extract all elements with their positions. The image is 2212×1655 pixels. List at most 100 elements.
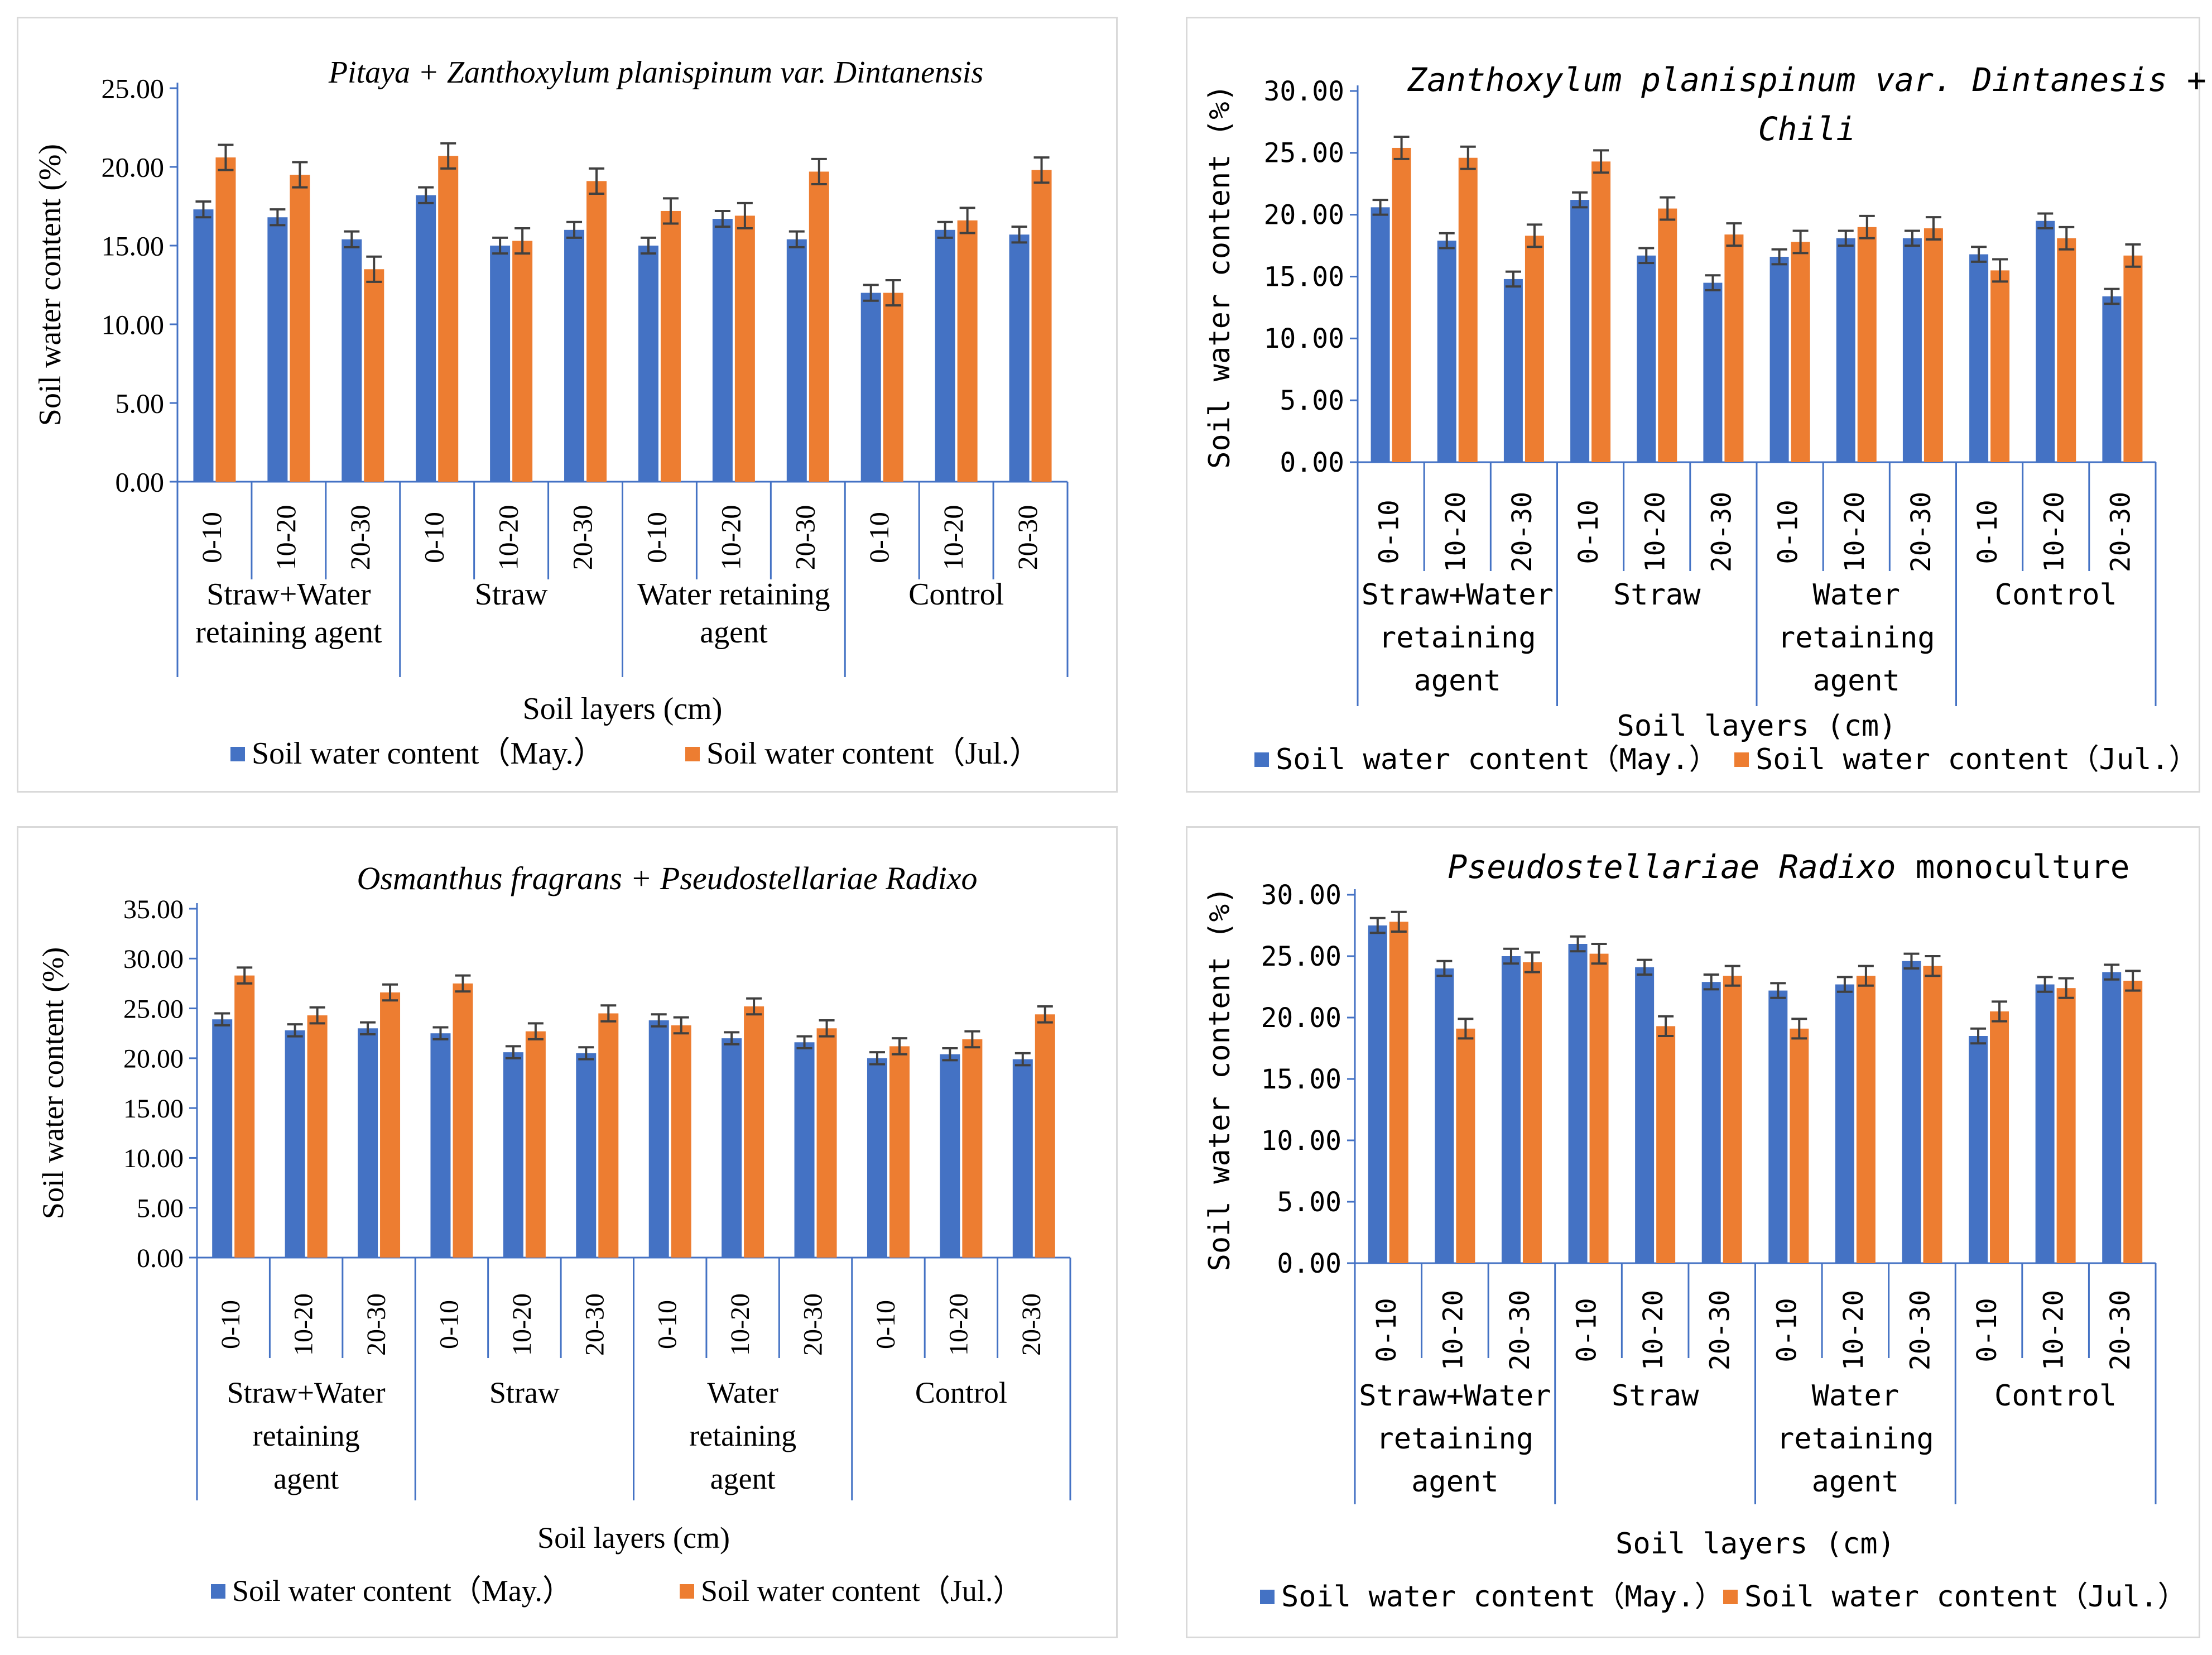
chart-3-bar-jul [598, 1013, 619, 1258]
chart-panel-1: Pitaya + Zanthoxylum planispinum var. Di… [17, 17, 1118, 793]
chart-2-bar-may [1703, 282, 1723, 462]
chart-3-category-label: 20-30 [1017, 1293, 1046, 1356]
chart-2-title-part: Chili [1758, 110, 1856, 148]
chart-3-group-label: Control [915, 1376, 1007, 1409]
chart-2-legend-swatch-jul [1734, 752, 1749, 767]
chart-2-x-label: Soil layers (cm) [1617, 709, 1897, 743]
chart-3-bar-may [430, 1033, 451, 1258]
chart-3-group-label-line: Control [915, 1376, 1007, 1409]
chart-2-bar-jul [1392, 147, 1411, 462]
chart-4-group-label-line: Water [1812, 1379, 1900, 1413]
chart-1-group-label: Control [908, 577, 1004, 612]
chart-1-category-label: 10-20 [715, 505, 746, 570]
chart-3-bar-may [1012, 1059, 1033, 1258]
chart-3-bar-jul [380, 992, 401, 1258]
chart-3-bar-may [794, 1042, 815, 1258]
chart-4-category-label: 10-20 [1838, 1290, 1869, 1371]
chart-2-group-label-line: agent [1812, 664, 1900, 698]
chart-4-group-label-line: Control [1994, 1379, 2117, 1413]
chart-4-category-label: 0-10 [1771, 1298, 1802, 1363]
chart-2-bar-jul [1525, 236, 1544, 462]
chart-1-y-tick-label: 25.00 [102, 73, 165, 104]
chart-2-y-tick-label: 30.00 [1264, 76, 1345, 107]
chart-4-bar-may [2035, 984, 2055, 1263]
chart-2-bar-may [1371, 207, 1390, 462]
chart-2-bar-may [1836, 238, 1855, 462]
chart-4-bar-may [1835, 984, 1854, 1263]
chart-2-y-tick-label: 15.00 [1264, 261, 1345, 292]
chart-panel-2: Zanthoxylum planispinum var. Dintanesis … [1186, 17, 2206, 793]
chart-3-group-label: Straw [489, 1376, 560, 1409]
chart-3-bar-jul [744, 1006, 764, 1258]
chart-1-bar-jul [660, 210, 681, 482]
chart-4-legend-swatch-may [1260, 1590, 1275, 1604]
chart-3-y-tick-label: 0.00 [137, 1244, 184, 1273]
chart-2-title-part: Zanthoxylum planispinum var. Dintanesis … [1407, 61, 2206, 99]
chart-panel-3: Osmanthus fragrans + Pseudostellariae Ra… [17, 826, 1118, 1638]
chart-1-category-label: 0-10 [419, 512, 450, 563]
chart-2-bar-may [1769, 257, 1789, 462]
chart-1-bar-jul [512, 241, 533, 482]
chart-2-bar-jul [1924, 228, 1943, 462]
chart-2-legend-swatch-may [1254, 752, 1269, 767]
chart-1-group-label-line: Water retaining [637, 577, 830, 612]
chart-1-bar-may [564, 229, 585, 482]
chart-3-legend-swatch-jul [680, 1584, 694, 1599]
chart-panel-4: Pseudostellariae Radixo monoculture 0.00 5… [1186, 826, 2200, 1638]
chart-4-legend-swatch-jul [1723, 1590, 1738, 1604]
chart-1-y-tick-label: 10.00 [102, 309, 165, 340]
chart-1-bar-may [860, 292, 881, 482]
chart-4-category-label: 10-20 [2038, 1290, 2070, 1371]
chart-2-legend-label: Soil water content（May.） [1276, 743, 1718, 776]
chart-4-title-part: monoculture [1896, 848, 2130, 886]
chart-4-bar-jul [1522, 962, 1542, 1263]
chart-4-bar-jul [1790, 1028, 1809, 1263]
chart-3-bar-jul [453, 983, 473, 1258]
chart-4-y-tick-label: 20.00 [1261, 1002, 1342, 1034]
chart-2-category-label: 0-10 [1573, 500, 1604, 564]
chart-3-bar-jul [889, 1046, 910, 1258]
chart-4-group-label: Straw+Water retaining agent [1359, 1379, 1551, 1499]
chart-4-category-label: 10-20 [1638, 1290, 1669, 1371]
chart-4-bar-jul [1389, 922, 1408, 1263]
chart-4-bar-may [1435, 968, 1454, 1263]
chart-4-y-label: Soil water content (%) [1203, 887, 1237, 1272]
chart-1-bar-jul [586, 181, 607, 482]
chart-3-y-tick-label: 15.00 [123, 1094, 184, 1124]
chart-4-bar-jul [1589, 953, 1609, 1263]
chart-1-bar-jul [364, 269, 384, 482]
chart-4-category-label: 20-30 [1905, 1290, 1936, 1371]
chart-2-svg: Zanthoxylum planispinum var. Dintanesis … [1203, 61, 2206, 776]
chart-3-bar-may [867, 1058, 887, 1258]
chart-2-bar-jul [1458, 157, 1478, 462]
chart-3-bar-jul [234, 975, 255, 1258]
chart-3-category-label: 20-30 [362, 1293, 391, 1356]
chart-2-bar-jul [1724, 234, 1744, 462]
chart-3-group-label-line: agent [273, 1462, 339, 1495]
chart-2-category-label: 20-30 [1507, 492, 1538, 573]
chart-2-group-label: Straw [1613, 578, 1701, 612]
chart-4-bar-jul [1656, 1026, 1676, 1263]
chart-3-group-label: Water retaining agent [689, 1376, 796, 1495]
chart-4-group-label: Straw [1612, 1379, 1699, 1413]
chart-4-y-tick-label: 0.00 [1277, 1248, 1341, 1279]
chart-3-category-label: 20-30 [580, 1293, 609, 1356]
chart-4-category-label: 20-30 [1705, 1290, 1736, 1371]
chart-2-bar-may [2036, 220, 2055, 462]
chart-2-category-label: 0-10 [1374, 500, 1405, 564]
chart-3-group-label-line: retaining [253, 1419, 360, 1452]
chart-3-bar-may [212, 1019, 233, 1258]
chart-1-bar-may [638, 246, 658, 482]
chart-1-bar-jul [438, 156, 459, 482]
chart-2-category-label: 10-20 [2038, 492, 2070, 573]
chart-4-bar-may [1969, 1036, 1988, 1263]
chart-2-group-label-line: retaining [1379, 621, 1536, 655]
chart-1-category-label: 10-20 [937, 505, 969, 570]
chart-3-category-label: 0-10 [871, 1300, 901, 1349]
chart-2-group-label-line: Water [1812, 578, 1900, 612]
chart-1-svg: Pitaya + Zanthoxylum planispinum var. Di… [33, 55, 1069, 771]
chart-1-bar-jul [215, 157, 236, 482]
chart-2-category-label: 20-30 [1706, 492, 1737, 572]
chart-2-bar-jul [1857, 227, 1877, 462]
chart-1-bar-jul [290, 175, 310, 482]
